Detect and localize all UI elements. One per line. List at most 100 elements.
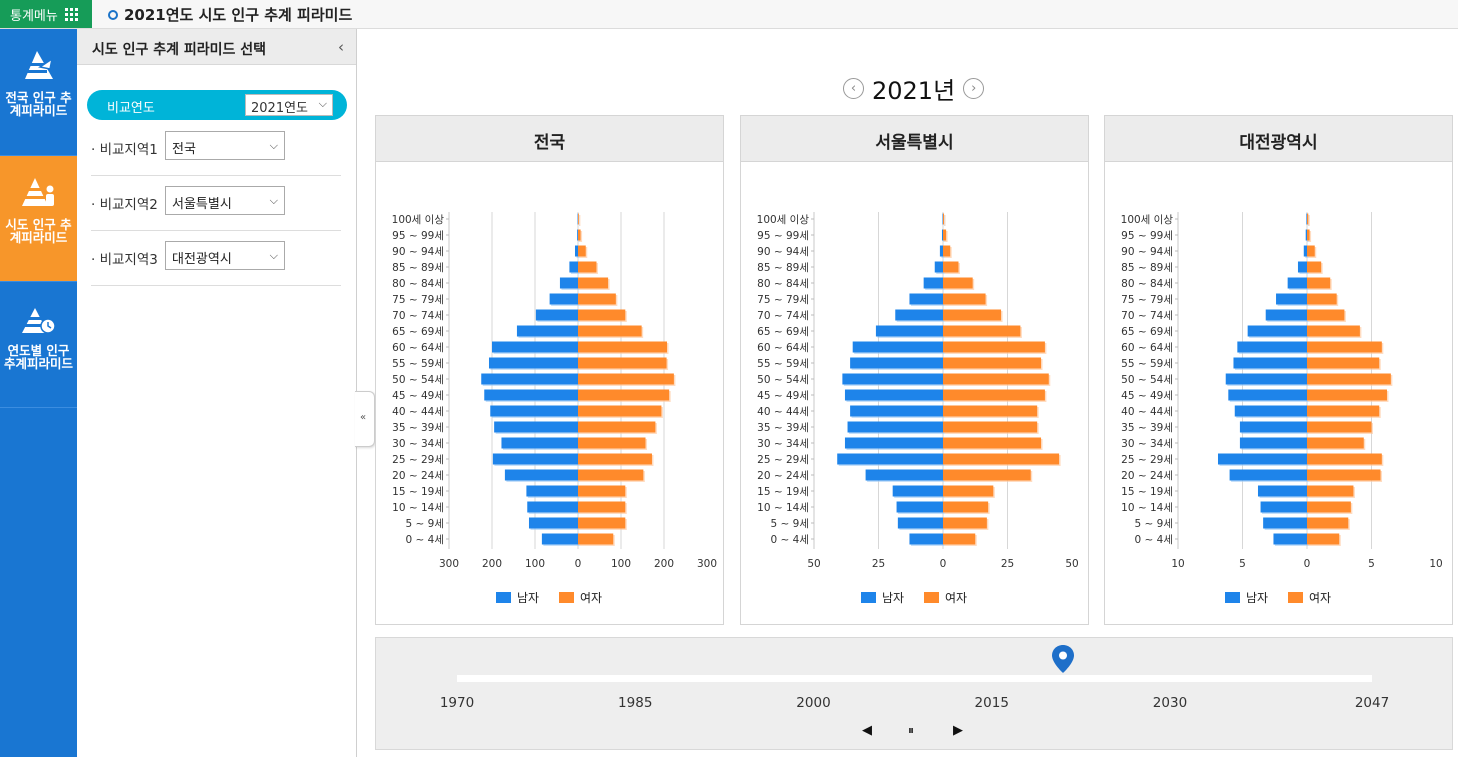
chevron-left-icon[interactable]: ‹ xyxy=(843,77,864,99)
compare-region-label-2: · 비교지역2 xyxy=(91,197,158,213)
y-tick-label: 15 ~ 19세 xyxy=(392,486,444,498)
y-tick-label: 90 ~ 94세 xyxy=(392,246,444,258)
female-bar xyxy=(1307,277,1331,289)
compare-region-select-1[interactable]: 전국 ⌵ xyxy=(165,131,285,160)
year-navigator: ‹ 2021년 › xyxy=(843,72,993,105)
female-bar xyxy=(943,261,959,273)
female-bar xyxy=(1307,421,1372,433)
y-tick-label: 5 ~ 9세 xyxy=(1135,518,1174,530)
male-bar xyxy=(837,453,943,465)
timeline-tick-label: 2000 xyxy=(796,695,831,711)
compare-region-value-3: 대전광역시 xyxy=(172,252,232,267)
timeline-tick-label: 1985 xyxy=(618,695,653,711)
y-tick-label: 80 ~ 84세 xyxy=(757,278,809,290)
y-tick-label: 35 ~ 39세 xyxy=(757,422,809,434)
male-bar xyxy=(1228,389,1307,401)
male-bar xyxy=(1233,357,1307,369)
compare-region-row-1: · 비교지역1 전국 ⌵ xyxy=(91,121,341,176)
x-tick-label: 0 xyxy=(575,558,582,570)
x-tick-label: 5 xyxy=(1239,558,1246,570)
y-tick-label: 50 ~ 54세 xyxy=(1121,374,1173,386)
y-tick-label: 30 ~ 34세 xyxy=(392,438,444,450)
male-bar xyxy=(1273,533,1307,545)
x-tick-label: 50 xyxy=(1065,558,1078,570)
female-bar xyxy=(943,389,1045,401)
stats-menu-button[interactable]: 통계메뉴 xyxy=(0,0,92,28)
male-bar xyxy=(1303,245,1307,257)
female-bar-shadow xyxy=(579,215,581,226)
female-bar xyxy=(943,357,1042,369)
male-bar xyxy=(1305,229,1307,241)
pause-button[interactable]: ⏸ xyxy=(908,723,915,737)
x-tick-label: 300 xyxy=(439,558,459,570)
y-tick-label: 55 ~ 59세 xyxy=(392,358,444,370)
chevron-down-icon: ⌵ xyxy=(269,194,278,207)
next-button[interactable]: ▶ xyxy=(953,723,963,738)
stats-menu-label: 통계메뉴 xyxy=(10,8,58,24)
female-bar xyxy=(1307,469,1381,481)
y-tick-label: 15 ~ 19세 xyxy=(1121,486,1173,498)
timeline-tick-label: 2047 xyxy=(1354,695,1390,711)
compare-year-select[interactable]: 2021연도 ⌵ xyxy=(245,94,333,116)
y-tick-label: 5 ~ 9세 xyxy=(771,518,810,530)
chevron-left-icon[interactable]: ‹ xyxy=(338,38,344,56)
chart-panel-2: 서울특별시 50 25 0 25 50 100세 이상 95 ~ 99세 90 ~ 94세 85… xyxy=(740,115,1089,625)
compare-region-select-3[interactable]: 대전광역시 ⌵ xyxy=(165,241,285,270)
timeline-slider: 1970 1985 2000 2015 2030 2047 ◀ ⏸ ▶ xyxy=(375,637,1453,750)
male-bar xyxy=(844,437,943,449)
male-bar xyxy=(909,293,943,305)
female-bar xyxy=(943,453,1060,465)
compare-region-row-3: · 비교지역3 대전광역시 ⌵ xyxy=(91,231,341,286)
female-bar xyxy=(578,325,642,337)
male-bar xyxy=(1260,501,1307,513)
nav-item-national-pyramid[interactable]: 전국 인구 추계피라미드 xyxy=(0,29,77,156)
compare-year-row: 비교연도 2021연도 ⌵ xyxy=(87,90,347,120)
y-tick-label: 75 ~ 79세 xyxy=(757,294,809,306)
y-tick-label: 50 ~ 54세 xyxy=(392,374,444,386)
x-tick-label: 50 xyxy=(807,558,820,570)
y-tick-label: 70 ~ 74세 xyxy=(392,310,444,322)
male-bar xyxy=(1263,517,1307,529)
x-tick-label: 0 xyxy=(940,558,947,570)
male-bar xyxy=(1306,213,1307,225)
female-bar xyxy=(578,357,667,369)
y-tick-label: 25 ~ 29세 xyxy=(392,454,444,466)
male-bar xyxy=(909,533,943,545)
y-tick-label: 70 ~ 74세 xyxy=(757,310,809,322)
male-bar xyxy=(939,245,943,257)
legend-male-swatch xyxy=(496,592,511,603)
nav-item-yearly-pyramid[interactable]: 연도별 인구 추계피라미드 xyxy=(0,282,77,408)
y-tick-label: 20 ~ 24세 xyxy=(392,470,444,482)
nav-item-region-pyramid[interactable]: 시도 인구 추계피라미드 xyxy=(0,156,77,282)
male-bar xyxy=(492,453,578,465)
male-bar xyxy=(934,261,943,273)
y-tick-label: 0 ~ 4세 xyxy=(771,534,810,546)
timeline-tick-label: 2030 xyxy=(1152,695,1188,711)
y-tick-label: 10 ~ 14세 xyxy=(757,502,809,514)
female-bar xyxy=(578,485,626,497)
y-tick-label: 100세 이상 xyxy=(392,214,445,226)
female-bar xyxy=(943,213,945,225)
female-bar xyxy=(943,325,1021,337)
chevron-right-icon[interactable]: › xyxy=(963,77,985,99)
nav-label-region: 시도 인구 추계피라미드 xyxy=(5,217,72,245)
compare-region-select-2[interactable]: 서울특별시 ⌵ xyxy=(165,186,285,215)
x-tick-label: 100 xyxy=(611,558,631,570)
page-title: 2021연도 시도 인구 추계 피라미드 xyxy=(108,4,352,25)
map-pin-icon[interactable] xyxy=(1051,644,1075,674)
pyramid-chart-3: 10 5 0 5 10 100세 이상 95 ~ 99세 90 ~ 94세 85 ~ 89세 80… xyxy=(1121,212,1443,605)
y-tick-label: 10 ~ 14세 xyxy=(1121,502,1173,514)
panel-collapse-tab[interactable]: « xyxy=(355,391,375,447)
female-bar xyxy=(943,245,951,257)
timeline-track[interactable] xyxy=(457,675,1372,682)
left-navigation: 전국 인구 추계피라미드 시도 인구 추계피라미드 연도별 인구 추계피라미드 xyxy=(0,29,77,757)
male-bar xyxy=(1239,437,1307,449)
male-bar xyxy=(535,309,578,321)
male-bar xyxy=(490,405,578,417)
y-tick-label: 20 ~ 24세 xyxy=(1121,470,1173,482)
y-tick-label: 80 ~ 84세 xyxy=(1121,278,1173,290)
male-bar xyxy=(850,405,943,417)
y-tick-label: 90 ~ 94세 xyxy=(1121,246,1173,258)
prev-button[interactable]: ◀ xyxy=(862,723,872,738)
female-bar xyxy=(578,341,668,353)
